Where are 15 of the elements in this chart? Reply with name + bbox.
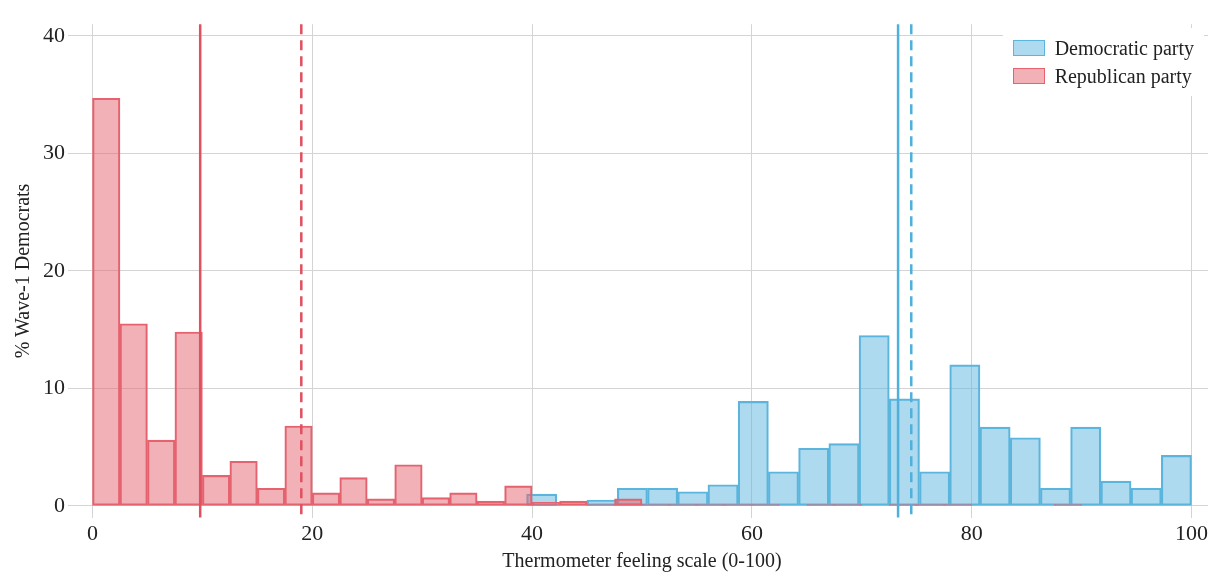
y-tick-label: 10	[43, 374, 65, 400]
x-tick-label: 100	[1175, 519, 1209, 545]
y-axis-title: % Wave-1 Democrats	[11, 183, 34, 359]
x-tick-label: 20	[301, 519, 324, 545]
x-tick-label: 60	[740, 519, 763, 545]
x-tick-label: 80	[960, 519, 983, 545]
legend-label: Democratic party	[1054, 36, 1194, 62]
legend-label: Republican party	[1054, 64, 1192, 90]
x-tick-label: 0	[86, 519, 98, 545]
y-tick-label: 20	[43, 256, 65, 282]
y-tick-label: 30	[43, 139, 65, 165]
x-axis-title: Thermometer feeling scale (0-100)	[502, 549, 782, 573]
y-tick-label: 40	[43, 21, 65, 47]
y-tick-label: 0	[54, 491, 65, 517]
x-tick-label: 40	[521, 519, 544, 545]
